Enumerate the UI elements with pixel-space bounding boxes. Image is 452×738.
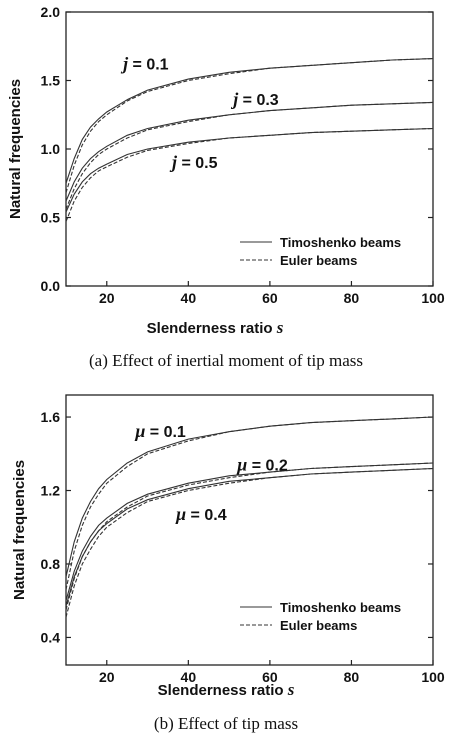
series-line-timoshenko <box>65 462 434 601</box>
series-line-euler <box>65 462 434 611</box>
panel-a: 20 40 60 80 100 0.0 0.5 1.0 1.5 2.0 j = 0.1 j = 0.… <box>7 4 445 370</box>
y-tick-label: 2.0 <box>41 4 61 20</box>
series-line-timoshenko <box>65 467 434 607</box>
x-tick-label: 20 <box>99 290 115 306</box>
x-tick-label: 20 <box>99 669 115 685</box>
curve-annotation: j = 0.5 <box>169 152 218 172</box>
legend-label: Timoshenko beams <box>280 600 401 615</box>
series-line-timoshenko <box>65 127 434 213</box>
x-tick-label: 80 <box>344 290 360 306</box>
y-tick-label: 1.0 <box>41 141 61 157</box>
series-line-euler <box>65 101 434 210</box>
curve-annotation: j = 0.1 <box>120 54 169 74</box>
x-tick-label: 60 <box>262 290 278 306</box>
x-tick-label: 100 <box>421 290 445 306</box>
series-line-euler <box>65 127 434 222</box>
legend-label: Euler beams <box>280 618 357 633</box>
y-axis-label: Natural frequencies <box>7 79 24 219</box>
curve-annotation: j = 0.3 <box>230 89 279 109</box>
curve-annotation: μ = 0.2 <box>236 454 288 474</box>
x-tick-label: 60 <box>262 669 278 685</box>
caption: (b) Effect of tip mass <box>154 714 298 733</box>
curve-annotation: μ = 0.1 <box>134 421 186 441</box>
series-line-timoshenko <box>65 416 434 577</box>
y-tick-label: 0.0 <box>41 278 61 294</box>
x-tick-label: 40 <box>181 669 197 685</box>
plot-area-frame <box>65 394 434 666</box>
y-tick-label: 0.5 <box>41 210 61 226</box>
y-tick-label: 0.4 <box>41 629 61 645</box>
x-tick-label: 100 <box>421 669 445 685</box>
curve-annotation: μ = 0.4 <box>175 504 227 524</box>
legend-label: Timoshenko beams <box>280 235 401 250</box>
y-axis-label: Natural frequencies <box>11 460 28 600</box>
y-tick-label: 1.6 <box>41 409 61 425</box>
panel-b: 20 40 60 80 100 0.4 0.8 1.2 1.6 μ = 0.1 μ = 0.2 μ … <box>11 394 445 733</box>
y-tick-label: 1.2 <box>41 483 61 499</box>
series-line-timoshenko <box>65 58 434 184</box>
series-line-euler <box>65 416 434 590</box>
series-line-timoshenko <box>65 101 434 202</box>
caption: (a) Effect of inertial moment of tip mas… <box>89 351 363 370</box>
x-axis-label: Slenderness ratio s <box>147 318 284 337</box>
y-tick-label: 1.5 <box>41 73 61 89</box>
x-axis-label: Slenderness ratio s <box>158 680 295 699</box>
legend-label: Euler beams <box>280 253 357 268</box>
series-line-euler <box>65 58 434 193</box>
series-line-euler <box>65 467 434 618</box>
x-tick-label: 40 <box>181 290 197 306</box>
y-tick-label: 0.8 <box>41 556 61 572</box>
x-tick-label: 80 <box>344 669 360 685</box>
